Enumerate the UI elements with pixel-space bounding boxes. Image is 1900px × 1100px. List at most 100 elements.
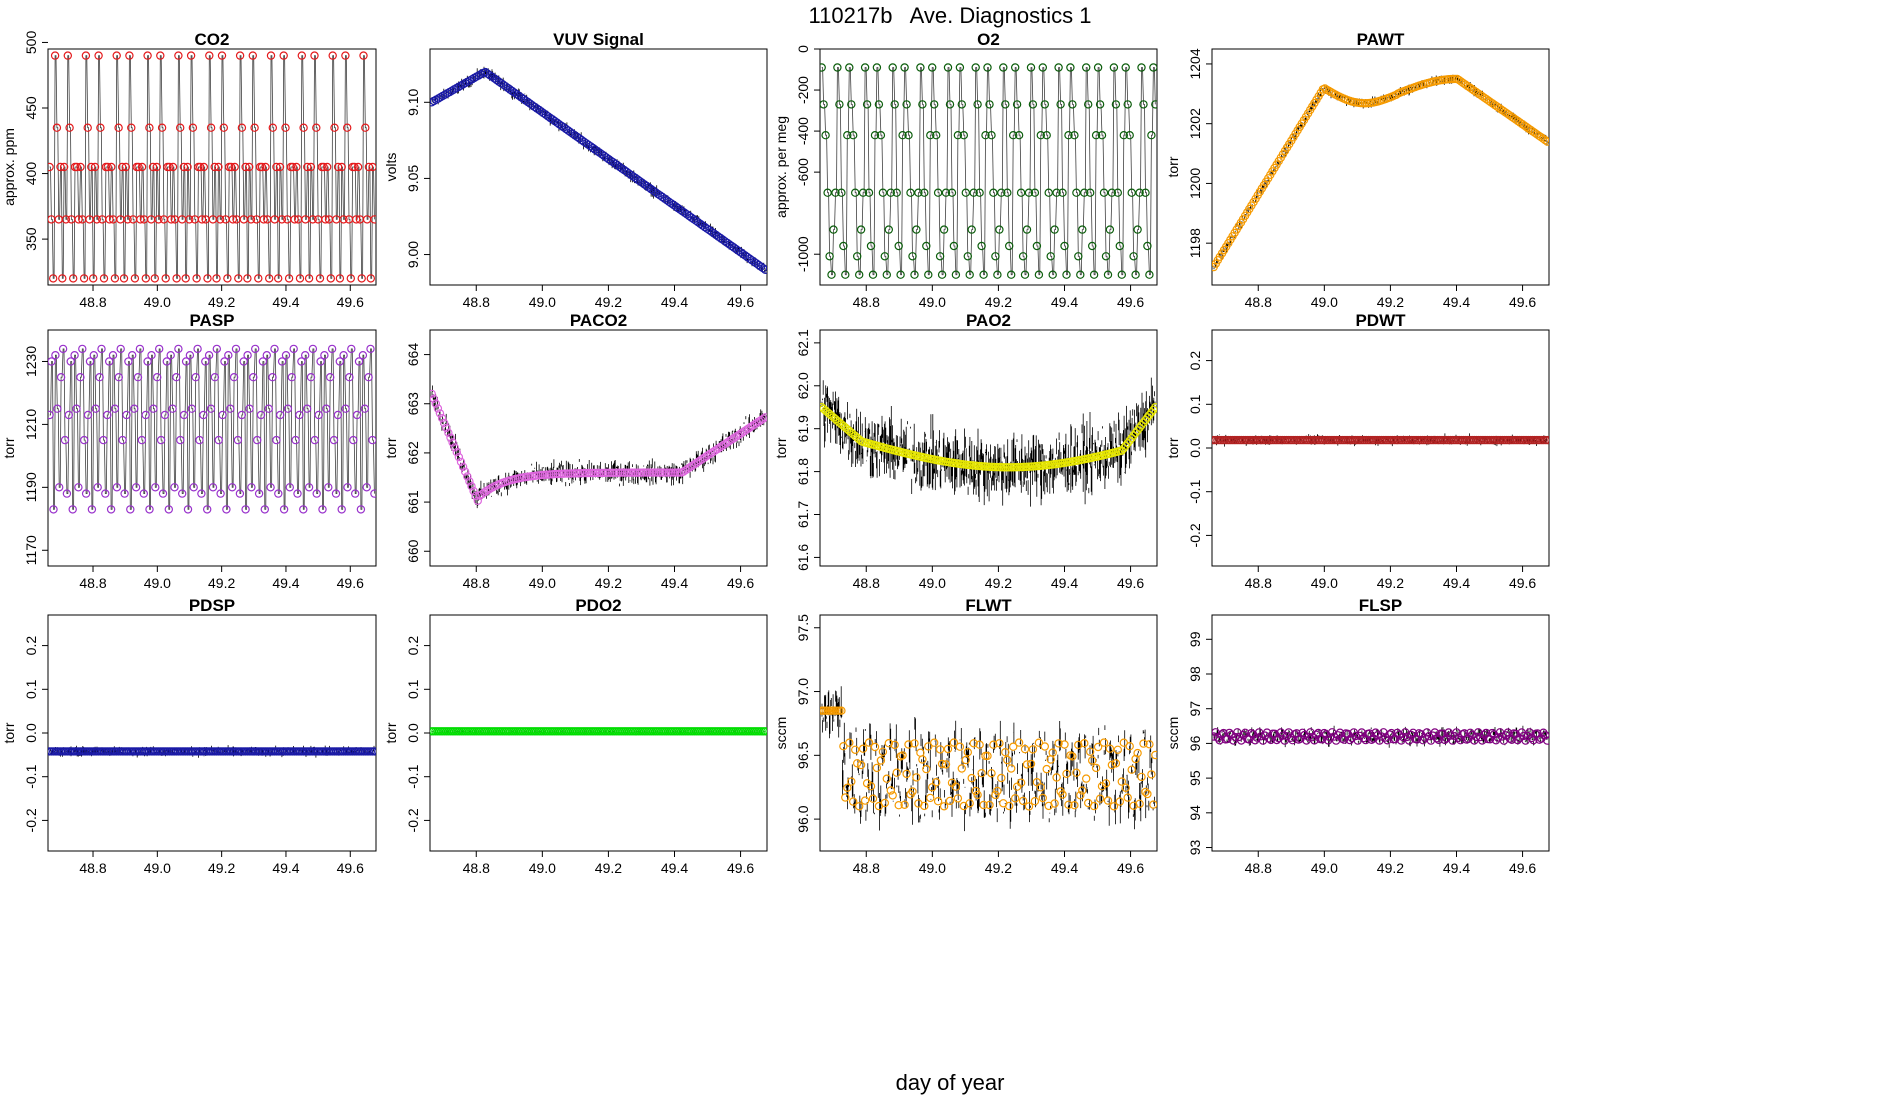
data-point — [1143, 789, 1152, 799]
series — [430, 385, 767, 509]
data-point — [61, 215, 71, 224]
data-point — [820, 100, 828, 109]
data-point — [370, 747, 376, 756]
y-axis-label: torr — [383, 722, 399, 743]
data-point — [185, 215, 194, 224]
data-point — [1080, 739, 1089, 748]
data-point — [103, 410, 112, 420]
data-point — [333, 410, 343, 420]
data-point — [281, 351, 291, 360]
y-tick-label: 0.0 — [405, 723, 421, 743]
data-point — [1131, 270, 1140, 279]
data-point — [1513, 735, 1522, 745]
data-point — [179, 162, 189, 172]
plot-frame — [429, 329, 768, 567]
data-point — [1137, 421, 1146, 430]
data-point — [882, 270, 892, 279]
data-point — [894, 241, 903, 251]
data-point — [1461, 80, 1470, 89]
data-point — [229, 373, 239, 382]
data-point — [912, 773, 921, 782]
data-point — [245, 404, 254, 413]
plot-frame — [819, 614, 1158, 852]
data-point — [1001, 748, 1010, 757]
data-point — [890, 740, 899, 750]
data-point — [1135, 799, 1144, 809]
data-point — [1541, 731, 1549, 740]
data-point — [177, 489, 187, 498]
data-point — [710, 446, 720, 455]
data-point — [908, 787, 917, 796]
data-point — [152, 162, 161, 172]
data-point — [1494, 103, 1504, 113]
data-point — [1081, 774, 1091, 783]
x-tick-label: 49.0 — [1311, 860, 1338, 876]
data-point — [295, 274, 305, 283]
data-point — [442, 423, 451, 433]
data-point — [845, 738, 854, 747]
data-point — [969, 188, 978, 197]
y-tick-label: 1200 — [1187, 168, 1203, 199]
data-point — [1070, 801, 1079, 810]
data-point — [963, 252, 973, 261]
data-point — [141, 274, 150, 283]
x-tick-label: 49.0 — [144, 294, 171, 310]
data-point — [1060, 241, 1069, 251]
data-point — [157, 123, 167, 132]
data-point — [748, 421, 758, 430]
data-point — [729, 433, 739, 443]
data-point — [266, 51, 276, 60]
data-point — [1117, 777, 1127, 786]
data-point — [866, 241, 876, 251]
data-point — [1121, 63, 1130, 72]
data-point — [310, 51, 319, 60]
data-point — [841, 793, 850, 802]
data-point — [185, 351, 195, 360]
data-point — [285, 483, 294, 492]
data-point — [233, 435, 243, 445]
data-point — [1459, 78, 1468, 88]
data-point — [74, 215, 83, 224]
data-point — [947, 188, 957, 197]
x-tick-label: 48.8 — [463, 294, 490, 310]
data-point — [837, 706, 846, 715]
data-point — [892, 188, 901, 197]
y-tick-label: 1202 — [1187, 108, 1203, 139]
y-tick-label: 1170 — [23, 535, 39, 565]
data-point — [316, 357, 325, 366]
data-point — [214, 162, 223, 172]
data-point — [926, 793, 935, 803]
data-point — [849, 130, 858, 140]
data-point — [1016, 188, 1026, 197]
data-point — [1383, 736, 1392, 745]
data-point — [1484, 96, 1493, 105]
y-axis-label: torr — [1165, 437, 1181, 458]
data-point — [1131, 428, 1140, 438]
data-point — [841, 270, 850, 279]
x-tick-label: 49.0 — [1311, 294, 1338, 310]
data-point — [143, 357, 152, 366]
data-point — [284, 274, 294, 283]
x-tick-label: 48.8 — [853, 575, 880, 591]
data-point — [1463, 81, 1472, 91]
data-point — [147, 351, 156, 360]
y-axis-label: approx. ppm — [1, 128, 17, 206]
data-point — [183, 505, 193, 514]
data-point — [896, 270, 905, 279]
x-tick-label: 49.6 — [1509, 294, 1536, 310]
data-point — [322, 404, 331, 413]
y-tick-label: 61.6 — [795, 544, 811, 571]
data-point — [274, 489, 283, 498]
data-point — [1005, 241, 1014, 251]
data-point — [733, 431, 743, 440]
data-point — [1139, 418, 1148, 427]
y-tick-label: 1230 — [23, 346, 39, 377]
data-point — [446, 433, 455, 442]
x-tick-label: 49.2 — [1377, 575, 1404, 591]
data-point — [860, 796, 870, 805]
data-point — [1503, 728, 1513, 737]
y-tick-label: -1000 — [795, 236, 811, 272]
data-point — [1298, 728, 1307, 738]
data-point — [339, 215, 348, 224]
data-point — [168, 162, 178, 172]
